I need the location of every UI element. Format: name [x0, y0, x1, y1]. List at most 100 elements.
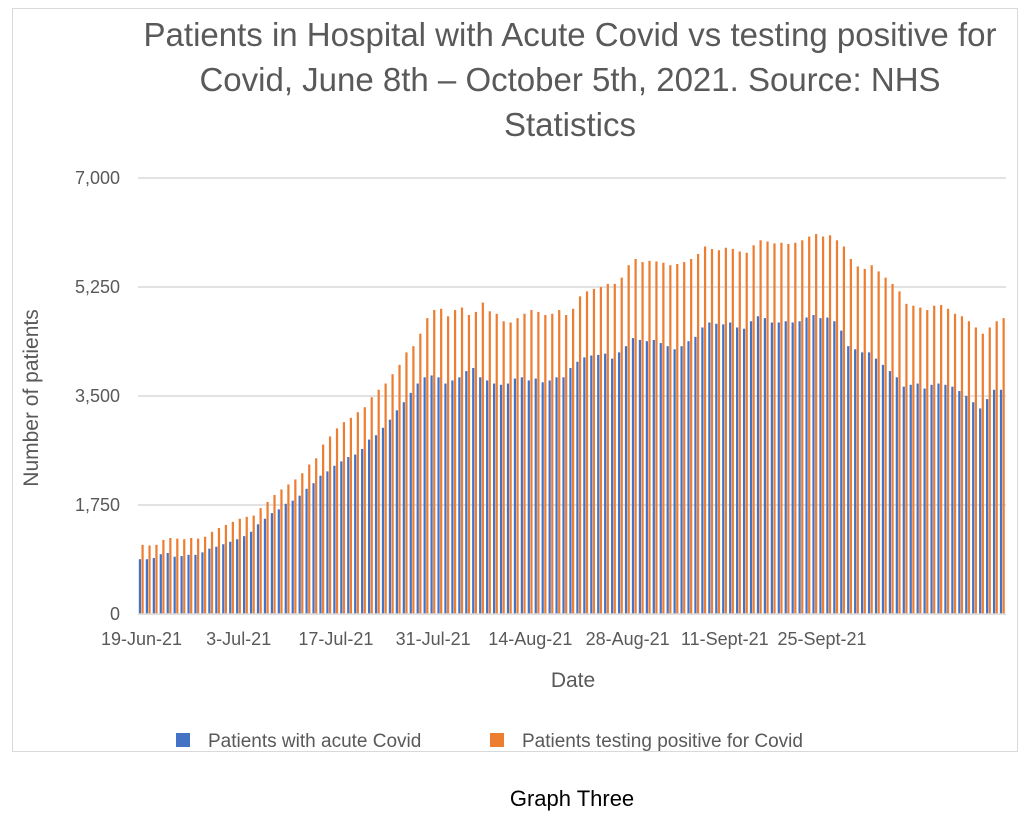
bar-positive: [224, 524, 228, 614]
bar-acute: [145, 559, 148, 614]
bar-acute: [284, 503, 287, 614]
bar-positive: [801, 240, 804, 615]
bar-positive: [544, 315, 547, 614]
y-tick-label: 0: [110, 604, 120, 624]
bar-acute: [319, 475, 322, 614]
bar-positive: [572, 308, 575, 614]
bar-acute: [409, 392, 412, 614]
bar-acute: [979, 408, 982, 614]
bar-acute: [763, 318, 767, 614]
bar-positive: [558, 310, 561, 614]
bar-acute: [194, 554, 197, 614]
bar-positive: [495, 313, 498, 614]
y-tick-labels: 0 1,750 3,500 5,250 7,000: [75, 168, 120, 624]
bar-acute: [902, 386, 905, 614]
bar-acute: [555, 377, 558, 614]
bar-positive: [308, 464, 311, 614]
bar-positive: [502, 321, 505, 614]
bar-positive: [245, 516, 248, 614]
bar-acute: [451, 380, 454, 614]
bar-acute: [791, 322, 794, 614]
bar-positive: [363, 407, 366, 614]
bar-acute: [527, 380, 530, 614]
bar-positive: [287, 484, 290, 614]
bar-acute: [236, 539, 239, 614]
bar-positive: [391, 374, 394, 614]
bar-acute: [749, 321, 753, 614]
legend-label-acute: Patients with acute Covid: [208, 731, 421, 752]
bar-positive: [759, 240, 762, 615]
bar-acute: [659, 343, 662, 614]
bar-positive: [703, 246, 707, 614]
bar-acute: [965, 396, 968, 614]
bar-acute: [444, 383, 447, 614]
bar-acute: [215, 546, 218, 614]
bar-positive: [322, 444, 325, 614]
bar-acute: [986, 399, 989, 614]
bar-positive: [940, 305, 943, 614]
bar-acute: [180, 556, 183, 614]
bar-positive: [433, 310, 436, 614]
bar-positive: [912, 305, 915, 614]
bar-acute: [242, 536, 246, 614]
bar-acute: [340, 461, 343, 614]
bar-acute: [423, 377, 426, 614]
bar-positive: [516, 318, 519, 614]
bar-positive: [231, 521, 234, 614]
bar-positive: [606, 283, 609, 614]
bar-positive: [335, 428, 339, 614]
bar-positive: [203, 536, 207, 614]
bar-acute: [624, 346, 628, 614]
bar-acute: [701, 327, 704, 614]
bar-positive: [349, 417, 353, 614]
x-tick-label: 25-Sept-21: [777, 629, 866, 649]
bar-acute: [173, 556, 176, 614]
bar-acute: [291, 500, 294, 614]
bar-acute: [187, 554, 190, 614]
bar-acute: [263, 518, 267, 614]
bar-acute: [742, 328, 746, 614]
x-axis-title: Date: [551, 669, 595, 692]
x-tick-label: 11-Sept-21: [681, 629, 769, 649]
bar-positive: [190, 538, 193, 614]
bar-acute: [638, 339, 642, 614]
bar-positive: [946, 308, 950, 614]
bar-positive: [877, 271, 880, 614]
bar-positive: [766, 241, 769, 614]
bar-positive: [301, 473, 304, 614]
bar-acute: [152, 557, 155, 614]
bar-acute: [722, 324, 725, 614]
bar-positive: [690, 258, 693, 614]
bar-positive: [849, 258, 852, 614]
bar-positive: [370, 397, 373, 614]
bar-acute: [201, 552, 204, 614]
bar-positive: [252, 515, 255, 614]
bar-positive: [870, 265, 873, 614]
bar-acute: [208, 548, 211, 614]
bar-acute: [138, 559, 142, 614]
bar-positive: [565, 315, 568, 614]
legend-label-positive: Patients testing positive for Covid: [522, 731, 803, 752]
bar-positive: [856, 266, 859, 614]
bar-acute: [867, 352, 871, 614]
x-tick-labels: 19-Jun-21 3-Jul-21 17-Jul-21 31-Jul-21 14-Au…: [101, 629, 867, 649]
bar-positive: [683, 262, 686, 614]
bar-acute: [861, 352, 864, 614]
bar-positive: [238, 518, 241, 614]
bar-positive: [710, 249, 714, 614]
bar-acute: [617, 352, 621, 614]
bar-positive: [474, 311, 477, 614]
bar-positive: [988, 327, 991, 614]
bar-positive: [898, 291, 901, 614]
bar-positive: [183, 539, 186, 614]
bar-acute: [513, 378, 517, 614]
bar-acute: [736, 327, 739, 614]
bar-positive: [842, 246, 846, 614]
bar-positive: [210, 531, 214, 614]
bar-positive: [995, 321, 998, 614]
bar-acute: [895, 377, 898, 614]
bar-acute: [916, 383, 919, 614]
bar-positive: [592, 288, 596, 614]
bar-positive: [155, 544, 158, 614]
bar-acute: [909, 384, 912, 614]
